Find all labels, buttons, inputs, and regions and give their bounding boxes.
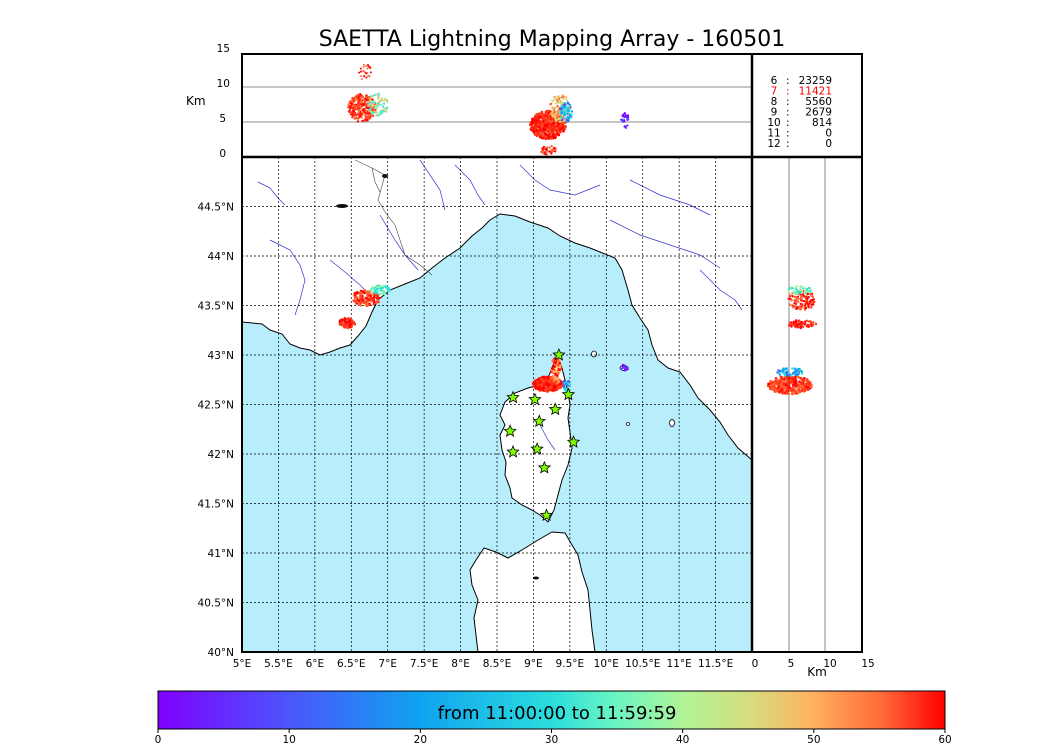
station-count-value: 814 xyxy=(812,117,832,129)
station-count-sep: : xyxy=(786,96,790,108)
figure-title: SAETTA Lightning Mapping Array - 160501 xyxy=(319,27,786,52)
station-count-value: 5560 xyxy=(805,96,832,108)
lon-label: 6°E xyxy=(306,658,325,670)
lon-label: 11.5°E xyxy=(698,658,733,670)
station-count-label: 6 xyxy=(771,75,778,87)
rivers xyxy=(257,159,743,451)
station-star xyxy=(566,435,581,448)
lma-stations xyxy=(503,347,581,522)
station-count-sep: : xyxy=(786,75,790,87)
lon-label: 10°E xyxy=(594,658,619,670)
station-star xyxy=(503,424,517,437)
side-tick-10: 10 xyxy=(823,658,836,670)
alt-axis-label: Km xyxy=(186,94,206,108)
colorbar-tick: 10 xyxy=(282,734,295,746)
altitude-panel: 15 10 5 0 Km xyxy=(186,43,752,160)
lat-label: 44°N xyxy=(208,251,234,263)
station-star xyxy=(506,390,520,404)
station-count-value: 0 xyxy=(825,128,832,140)
station-count-label: 8 xyxy=(771,96,778,108)
lon-label: 8.5°E xyxy=(483,658,512,670)
altitude-points xyxy=(347,63,630,156)
lon-label: 11°E xyxy=(667,658,692,670)
station-count-sep: : xyxy=(786,128,790,140)
alt-tick-15: 15 xyxy=(217,43,230,55)
alt-tick-10: 10 xyxy=(217,78,230,90)
station-count-sep: : xyxy=(786,86,790,98)
station-count-value: 11421 xyxy=(799,86,832,98)
colorbar-tick: 60 xyxy=(938,734,951,746)
graticule xyxy=(242,157,752,652)
map-axis-labels: 5°E 5.5°E 6°E 6.5°E 7°E 7.5°E 8°E 8.5°E 9°E 9.5°E… xyxy=(198,202,734,671)
lightning-points xyxy=(338,284,629,393)
colorbar-gradient xyxy=(157,690,946,730)
lon-label: 7°E xyxy=(378,658,397,670)
station-count-sep: : xyxy=(786,138,790,150)
colorbar: from 11:00:00 to 11:59:59 0 10 20 30 40 50 60 xyxy=(155,690,952,746)
colorbar-tick: 40 xyxy=(676,734,689,746)
colorbar-tick: 0 xyxy=(155,734,162,746)
side-tick-5: 5 xyxy=(788,658,795,670)
station-count-sep: : xyxy=(786,107,790,119)
sardinia-island xyxy=(469,531,596,652)
station-count-value: 0 xyxy=(825,138,832,150)
lat-label: 43°N xyxy=(208,350,234,362)
colorbar-tick: 30 xyxy=(545,734,558,746)
lat-label: 42.5°N xyxy=(198,400,234,412)
map-panel: 5°E 5.5°E 6°E 6.5°E 7°E 7.5°E 8°E 8.5°E 9°E 9.5°E… xyxy=(198,157,752,670)
station-star xyxy=(530,442,544,455)
lat-label: 40°N xyxy=(208,647,234,659)
lat-label: 43.5°N xyxy=(198,301,234,313)
side-points xyxy=(766,285,818,396)
station-count-sep: : xyxy=(786,117,790,129)
lat-label: 40.5°N xyxy=(198,598,234,610)
lat-label: 42°N xyxy=(208,449,234,461)
lat-label: 41°N xyxy=(208,548,234,560)
station-star xyxy=(528,392,542,406)
lon-label: 5.5°E xyxy=(264,658,293,670)
station-count-label: 9 xyxy=(771,107,778,119)
station-star xyxy=(539,508,554,522)
side-axis-label: Km xyxy=(807,665,827,679)
alt-tick-0: 0 xyxy=(219,148,226,160)
side-tick-15: 15 xyxy=(861,658,874,670)
station-count-label: 12 xyxy=(767,138,780,150)
lon-label: 9.5°E xyxy=(556,658,585,670)
colorbar-tick: 20 xyxy=(414,734,427,746)
station-count-value: 2679 xyxy=(805,107,832,119)
station-star xyxy=(548,402,562,416)
colorbar-label: from 11:00:00 to 11:59:59 xyxy=(438,703,677,724)
station-star xyxy=(506,444,520,458)
lon-label: 10.5°E xyxy=(625,658,660,670)
station-star xyxy=(552,347,566,361)
lon-label: 6.5°E xyxy=(337,658,366,670)
borders xyxy=(354,159,433,276)
alt-tick-5: 5 xyxy=(219,113,226,125)
lon-label: 7.5°E xyxy=(410,658,439,670)
station-count-label: 11 xyxy=(767,128,780,140)
station-count-label: 10 xyxy=(767,117,780,129)
station-star xyxy=(561,387,576,401)
station-star xyxy=(537,460,552,474)
lon-label: 8°E xyxy=(451,658,470,670)
outer-frame xyxy=(241,53,863,653)
lat-label: 41.5°N xyxy=(198,499,234,511)
lat-label: 44.5°N xyxy=(198,202,234,214)
station-count-value: 23259 xyxy=(799,75,832,87)
lon-label: 5°E xyxy=(233,658,252,670)
lon-label: 9°E xyxy=(524,658,543,670)
colorbar-tick: 50 xyxy=(807,734,820,746)
station-star xyxy=(532,414,546,428)
side-tick-0: 0 xyxy=(752,658,759,670)
station-count-label: 7 xyxy=(771,86,778,98)
side-panel: 0 5 10 15 Km xyxy=(752,157,875,679)
